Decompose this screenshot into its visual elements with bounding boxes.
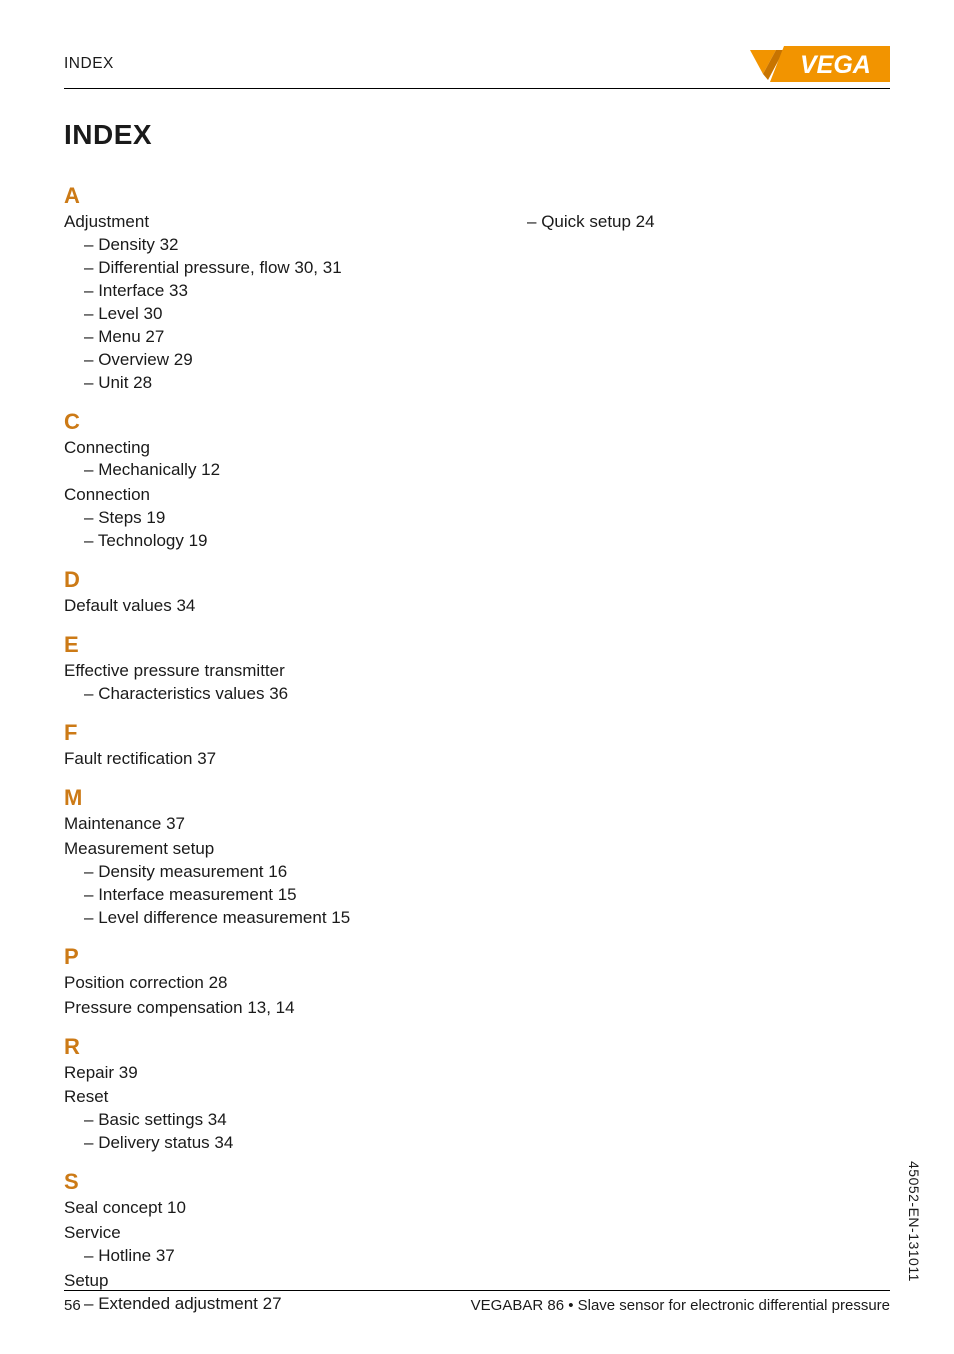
index-sub-entry: Quick setup 24 <box>507 211 890 234</box>
page: INDEX VEGA INDEX AAdjustmentDensity 32Di… <box>0 0 954 1354</box>
index-letter: R <box>64 1034 447 1060</box>
index-sub-entry: Basic settings 34 <box>64 1109 447 1132</box>
index-sub-entry: Level difference measurement 15 <box>64 907 447 930</box>
index-letter: P <box>64 944 447 970</box>
index-entry: Service <box>64 1222 447 1245</box>
header-rule <box>64 88 890 89</box>
index-entry: Adjustment <box>64 211 447 234</box>
index-sub-entry: Interface measurement 15 <box>64 884 447 907</box>
index-letter: S <box>64 1169 447 1195</box>
index-entry: Repair 39 <box>64 1062 447 1085</box>
index-right-column: A Quick setup 24 <box>507 169 890 1316</box>
index-letter: D <box>64 567 447 593</box>
index-entry: Connection <box>64 484 447 507</box>
index-sub-entry: Characteristics values 36 <box>64 683 447 706</box>
index-entry: Pressure compensation 13, 14 <box>64 997 447 1020</box>
logo-text: VEGA <box>800 51 871 79</box>
footer-page-number: 56 <box>64 1297 81 1314</box>
index-sub-entry: Steps 19 <box>64 507 447 530</box>
index-entry: Seal concept 10 <box>64 1197 447 1220</box>
index-sub-entry: Hotline 37 <box>64 1245 447 1268</box>
index-entry: Reset <box>64 1086 447 1109</box>
index-letter: F <box>64 720 447 746</box>
footer-rule <box>64 1290 890 1291</box>
index-sub-entry: Interface 33 <box>64 280 447 303</box>
brand-logo: VEGA <box>750 46 890 82</box>
index-entry: Connecting <box>64 437 447 460</box>
page-title: INDEX <box>64 119 890 151</box>
index-columns: AAdjustmentDensity 32Differential pressu… <box>64 169 890 1316</box>
footer: 56 VEGABAR 86 • Slave sensor for electro… <box>64 1290 890 1314</box>
footer-row: 56 VEGABAR 86 • Slave sensor for electro… <box>64 1297 890 1314</box>
index-letter: C <box>64 409 447 435</box>
index-letter: M <box>64 785 447 811</box>
index-sub-entry: Density 32 <box>64 234 447 257</box>
index-letter: A <box>64 183 447 209</box>
index-sub-entry: Technology 19 <box>64 530 447 553</box>
index-sub-entry: Menu 27 <box>64 326 447 349</box>
index-sub-entry: Differential pressure, flow 30, 31 <box>64 257 447 280</box>
index-sub-entry: Level 30 <box>64 303 447 326</box>
index-sub-entry: Overview 29 <box>64 349 447 372</box>
vega-logo-icon: VEGA <box>750 46 890 82</box>
index-sub-entry: Delivery status 34 <box>64 1132 447 1155</box>
index-entry: Fault rectification 37 <box>64 748 447 771</box>
index-sub-entry: Unit 28 <box>64 372 447 395</box>
index-entry: Effective pressure transmitter <box>64 660 447 683</box>
doc-id-vertical: 45052-EN-131011 <box>906 1161 922 1282</box>
footer-product-line: VEGABAR 86 • Slave sensor for electronic… <box>471 1297 890 1314</box>
header-row: INDEX VEGA <box>64 46 890 82</box>
index-left-column: AAdjustmentDensity 32Differential pressu… <box>64 169 447 1316</box>
index-entry: Position correction 28 <box>64 972 447 995</box>
index-entry: Measurement setup <box>64 838 447 861</box>
header-section-label: INDEX <box>64 55 114 73</box>
index-sub-entry: Mechanically 12 <box>64 459 447 482</box>
index-letter: E <box>64 632 447 658</box>
index-entry: Maintenance 37 <box>64 813 447 836</box>
index-entry: Default values 34 <box>64 595 447 618</box>
index-sub-entry: Density measurement 16 <box>64 861 447 884</box>
